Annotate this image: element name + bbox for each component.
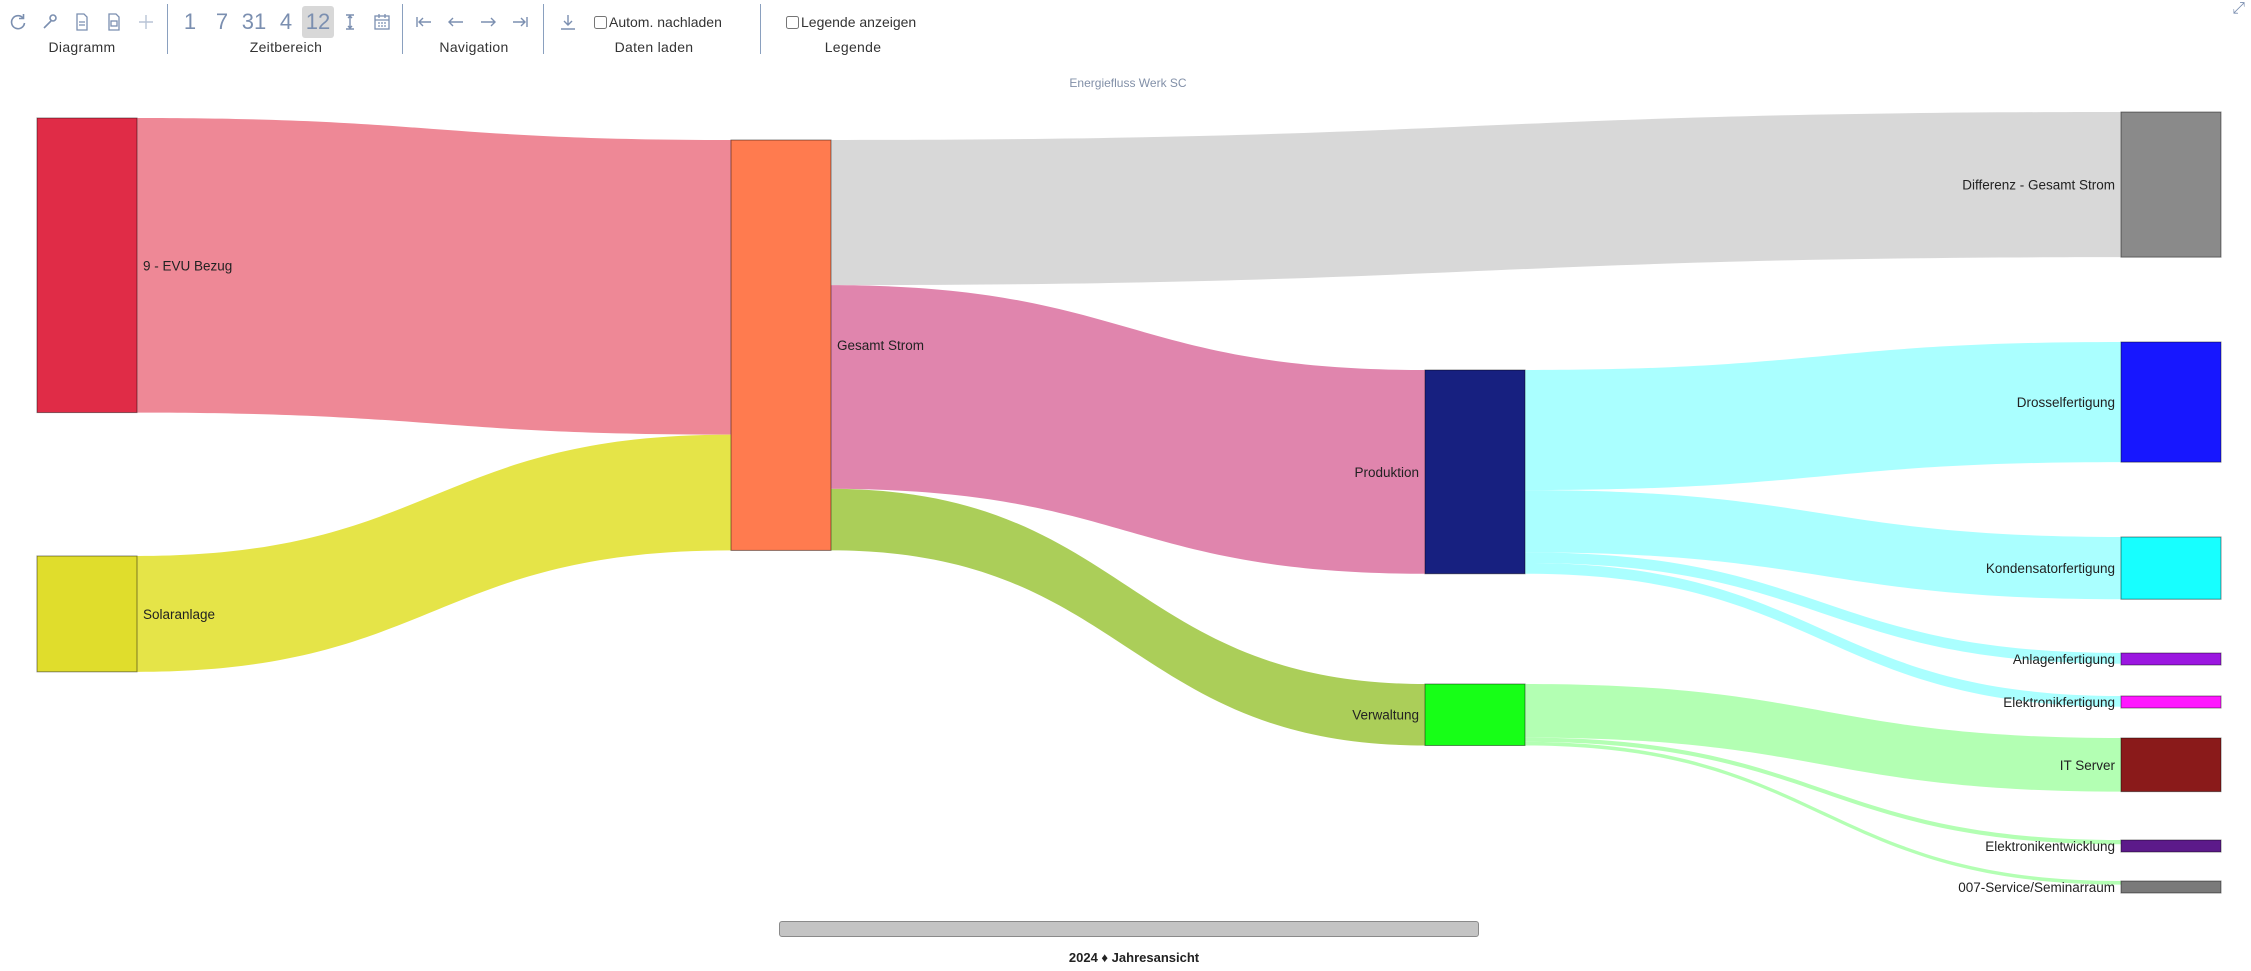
range-button-1[interactable]: 1 [183,9,197,34]
range-button-7[interactable]: 7 [215,9,229,34]
separator [760,4,761,54]
sankey-node-verwaltung[interactable] [1424,683,1526,746]
sankey-link-verwaltung-seminar[interactable] [1525,741,2121,885]
toolbar: Diagramm 1 7 31 4 12 Zeitbereich [0,0,2251,60]
sankey-node-label-differenz: Differenz - Gesamt Strom [1962,178,2115,193]
period-label: 2024 ♦ Jahresansicht [1068,950,1200,965]
sankey-node-label-seminar: 007-Service/Seminarraum [1958,880,2115,895]
previous-icon[interactable] [440,6,472,38]
download-icon[interactable] [552,6,584,38]
range-button-31[interactable]: 31 [241,9,267,34]
sankey-nodes [36,111,2222,894]
sankey-node-gesamt[interactable] [730,139,832,551]
chart-title: Energiefluss Werk SC [1069,76,1187,90]
calendar-icon[interactable] [366,6,398,38]
group-daten-laden: Autom. nachladen Daten laden [550,0,755,60]
sankey-node-label-itserver: IT Server [2060,758,2116,773]
export-pdf-icon[interactable] [98,6,130,38]
sankey-node-label-evu: 9 - EVU Bezug [143,258,232,273]
sankey-link-solar-gesamt[interactable] [137,434,731,672]
sankey-node-itserver[interactable] [2120,737,2222,793]
separator [543,4,544,54]
sankey-link-gesamt-differenz[interactable] [831,112,2121,286]
sankey-node-entwicklung[interactable] [2120,839,2222,853]
wrench-icon[interactable] [34,6,66,38]
sankey-node-label-drossel: Drosselfertigung [2017,395,2115,410]
expand-icon[interactable]: ⤢ [2232,0,2245,17]
add-icon[interactable] [130,6,162,38]
show-legend-input[interactable] [786,15,799,29]
sankey-node-differenz[interactable] [2120,111,2222,258]
refresh-icon[interactable] [2,6,34,38]
sankey-node-anlagen[interactable] [2120,652,2222,666]
range-button-4[interactable]: 4 [279,9,293,34]
sankey-link-produktion-drossel[interactable] [1525,342,2121,491]
separator [402,4,403,54]
sankey-link-gesamt-produktion[interactable] [831,285,1425,574]
sankey-link-produktion-kondensator[interactable] [1525,490,2121,600]
next-icon[interactable] [472,6,504,38]
auto-reload-label: Autom. nachladen [609,14,722,30]
sankey-node-label-produktion: Produktion [1354,465,1419,480]
sankey-node-produktion[interactable] [1424,369,1526,575]
sankey-labels: 9 - EVU Bezug Solaranlage Gesamt Strom Diff… [143,178,2116,895]
sankey-link-verwaltung-entwicklung[interactable] [1525,737,2121,845]
group-label-zeitbereich: Zeitbereich [249,39,323,55]
group-legende: Legende anzeigen Legende [786,0,926,60]
show-legend-checkbox[interactable]: Legende anzeigen [786,14,916,30]
sankey-node-label-gesamt: Gesamt Strom [837,338,924,353]
sankey-link-evu-gesamt[interactable] [137,118,731,435]
group-diagramm: Diagramm [0,0,165,60]
sankey-node-drossel[interactable] [2120,341,2222,463]
sankey-node-elektronik[interactable] [2120,695,2222,709]
sankey-node-label-elektronik: Elektronikfertigung [2003,695,2115,710]
sankey-node-solar[interactable] [36,555,138,673]
sankey-node-label-solar: Solaranlage [143,607,215,622]
group-label-diagramm: Diagramm [48,39,116,55]
separator [167,4,168,54]
time-range-slider[interactable] [779,921,1479,937]
sankey-link-produktion-anlagen[interactable] [1525,552,2121,664]
sankey-node-label-kondensator: Kondensatorfertigung [1986,561,2115,576]
first-icon[interactable] [408,6,440,38]
range-span-icon[interactable] [334,6,366,38]
auto-reload-checkbox[interactable]: Autom. nachladen [594,14,722,30]
show-legend-label: Legende anzeigen [801,14,917,30]
auto-reload-input[interactable] [594,15,607,29]
group-label-navigation: Navigation [439,39,509,55]
sankey-link-gesamt-verwaltung[interactable] [831,488,1425,746]
group-label-legende: Legende [824,39,882,55]
range-button-12[interactable]: 12 [302,6,334,38]
group-label-daten-laden: Daten laden [614,39,694,55]
sankey-link-produktion-elektronik[interactable] [1525,563,2121,707]
sankey-link-verwaltung-itserver[interactable] [1525,684,2121,792]
sankey-node-seminar[interactable] [2120,880,2222,894]
sankey-node-label-anlagen: Anlagenfertigung [2013,652,2115,667]
sankey-links [137,112,2121,885]
sankey-node-label-verwaltung: Verwaltung [1352,708,1419,723]
sankey-node-label-entwicklung: Elektronikentwicklung [1985,839,2115,854]
group-zeitbereich: 1 7 31 4 12 Zeitbereich [172,0,400,60]
sankey-node-evu[interactable] [36,117,138,414]
last-icon[interactable] [504,6,536,38]
export-csv-icon[interactable] [66,6,98,38]
group-navigation: Navigation [408,0,540,60]
sankey-node-kondensator[interactable] [2120,536,2222,600]
